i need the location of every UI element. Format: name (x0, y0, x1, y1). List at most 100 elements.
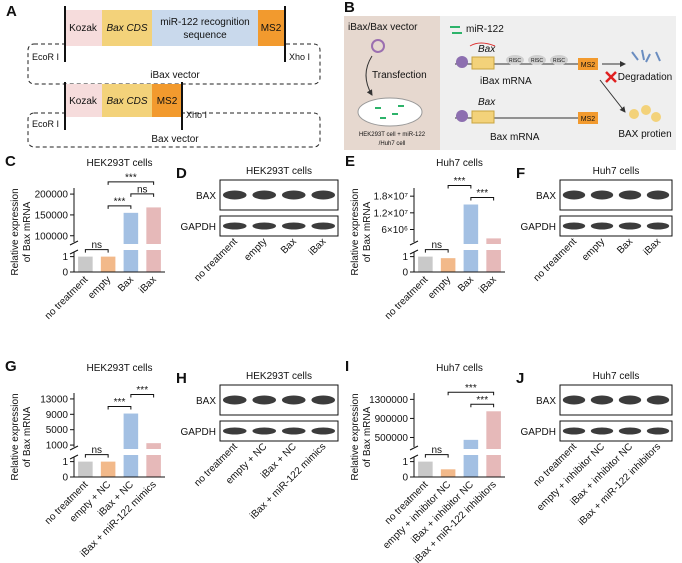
risc-label: RISC (509, 58, 521, 64)
panel-letter: A (6, 3, 17, 20)
chart-title: HEK293T cells (87, 363, 153, 374)
cds: Bax CDS (106, 96, 147, 107)
y-axis-label: Relative expression (350, 188, 361, 275)
y-tick-label: 1300000 (369, 395, 408, 406)
lane-label: empty (580, 236, 607, 263)
band (562, 427, 586, 435)
panel-letter: F (516, 165, 525, 182)
bax-construct: Kozak Bax CDS MS2 EcoR I Xho I Bax vecto… (27, 82, 321, 148)
block-mark (605, 71, 617, 83)
risc-label: RISC (531, 58, 543, 64)
row-label: BAX (196, 396, 216, 407)
band (562, 190, 586, 200)
significance-bracket (470, 197, 495, 201)
panel-letter: B (344, 0, 355, 16)
ms2-box (258, 10, 285, 46)
cell (357, 97, 423, 127)
ms2-box (152, 84, 182, 117)
band (281, 190, 306, 200)
band (222, 427, 247, 435)
y-axis-label: Relative expression (10, 188, 21, 275)
site: Xho I (186, 110, 207, 120)
ribosome (456, 56, 468, 68)
x-tick-label: no treatment (43, 274, 91, 322)
band (222, 222, 247, 230)
mir-box (152, 10, 258, 46)
y-tick-label: 1 (62, 252, 68, 263)
vector-name: Bax vector (151, 134, 199, 145)
bar (146, 207, 161, 272)
bar (486, 411, 501, 477)
bar (440, 258, 456, 272)
x-tick-label: empty (86, 274, 113, 301)
chart-title: Huh7 cells (436, 363, 483, 374)
x-tick-label: iBax (477, 274, 499, 296)
y-axis-label: of Bax mRNA (362, 406, 373, 467)
significance-label: *** (476, 395, 488, 406)
fate: BAX protien (618, 129, 671, 140)
y-tick-label: 9000 (46, 410, 69, 421)
arrow (365, 55, 373, 96)
band (252, 427, 277, 435)
gene-box (471, 110, 495, 124)
band (311, 395, 336, 405)
mrna-name: iBax mRNA (480, 76, 532, 87)
significance-bracket (424, 454, 449, 458)
ms2: MS2 (261, 23, 282, 34)
significance-bracket (107, 205, 132, 209)
fate: Degradation (618, 72, 672, 83)
axis-break (406, 244, 507, 250)
risc-group: RISC RISC RISC (506, 55, 568, 65)
lane-label: empty (242, 236, 269, 263)
panel-letter: D (176, 165, 187, 182)
band (618, 190, 642, 200)
ms2: MS2 (157, 96, 178, 107)
mirna (375, 105, 404, 119)
band (618, 395, 642, 405)
y-tick-label: 1 (402, 457, 408, 468)
ms2-box (578, 112, 598, 124)
cds-box (102, 10, 152, 46)
blot-frame (219, 215, 339, 237)
gene: Bax (478, 97, 496, 108)
site: Xho I (289, 52, 310, 62)
ms2-box (578, 58, 598, 70)
significance-label: ns (431, 240, 442, 251)
band (590, 222, 614, 230)
panel-letter: G (5, 358, 17, 375)
plasmid (371, 39, 385, 53)
vector-name: iBax vector (150, 70, 200, 81)
y-tick-label: 13000 (40, 394, 68, 405)
band (281, 427, 306, 435)
blot-title: HEK293T cells (246, 371, 312, 382)
band (222, 395, 247, 405)
row-label: GAPDH (180, 222, 216, 233)
band (646, 222, 670, 230)
band (590, 427, 614, 435)
x-tick-label: no treatment (383, 274, 431, 322)
significance-label: ns (137, 184, 148, 195)
significance-bracket (424, 249, 449, 253)
x-tick-label: Bax (456, 274, 476, 294)
bar (123, 413, 139, 477)
band (252, 190, 277, 200)
chart-title: HEK293T cells (87, 158, 153, 169)
ribosome (456, 110, 468, 122)
row-label: GAPDH (180, 427, 216, 438)
mir: miR-122 recognition (160, 17, 250, 28)
cell-label: /Huh7 cell (379, 141, 406, 147)
arrow (599, 79, 626, 113)
risc-label: RISC (553, 58, 565, 64)
mirna (450, 26, 462, 34)
significance-bracket (447, 185, 472, 189)
kozak-box (65, 10, 102, 46)
band (311, 190, 336, 200)
bar (123, 212, 139, 272)
bar (486, 238, 501, 272)
lane-label: Bax (279, 236, 299, 256)
axis-break (66, 449, 167, 455)
significance-bracket (130, 193, 155, 197)
y-tick-label: 1.8×10⁷ (374, 192, 409, 203)
panel-letter: H (176, 370, 187, 387)
